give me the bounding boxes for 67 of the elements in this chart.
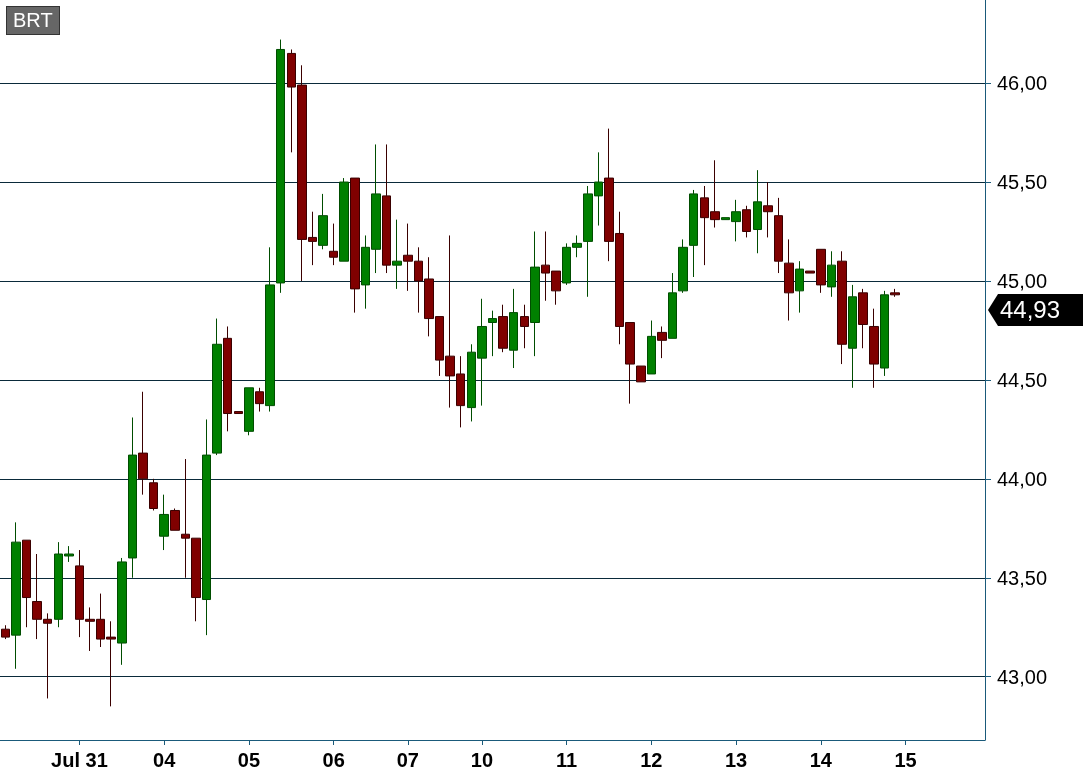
y-tick-label: 44,50 bbox=[997, 368, 1048, 391]
candlestick bbox=[22, 539, 31, 628]
candlestick bbox=[117, 557, 127, 666]
candlestick bbox=[149, 478, 158, 511]
candlestick bbox=[774, 197, 783, 274]
candlestick bbox=[138, 391, 148, 496]
y-tick-label: 43,00 bbox=[997, 665, 1048, 688]
x-tick-label: 12 bbox=[640, 749, 663, 771]
x-tick-label: 11 bbox=[556, 749, 578, 771]
candlestick bbox=[520, 304, 529, 349]
candlestick bbox=[880, 290, 889, 377]
candlestick bbox=[382, 143, 391, 274]
candlestick bbox=[170, 508, 180, 531]
candlestick bbox=[689, 189, 698, 278]
candlestick bbox=[647, 320, 656, 375]
candlestick bbox=[234, 411, 243, 415]
candlestick bbox=[657, 325, 667, 359]
candlestick bbox=[498, 304, 508, 353]
candlestick bbox=[784, 238, 794, 322]
candlestick bbox=[858, 288, 868, 349]
candlestick bbox=[753, 169, 762, 254]
x-tick-label: 06 bbox=[322, 749, 345, 771]
x-tick-label: 15 bbox=[894, 749, 917, 771]
x-tick-label: 07 bbox=[396, 749, 419, 771]
x-tick-label: 14 bbox=[809, 749, 833, 771]
x-tick-label: 10 bbox=[470, 749, 494, 771]
candlestick bbox=[265, 246, 275, 413]
candlestick bbox=[276, 39, 285, 294]
x-tick-label: Jul 31 bbox=[51, 749, 108, 771]
candlestick bbox=[530, 231, 540, 357]
candlestick bbox=[795, 260, 804, 314]
candlestick bbox=[827, 250, 836, 298]
candlestick bbox=[392, 219, 402, 290]
x-tick-label: 13 bbox=[724, 749, 748, 771]
y-tick-label: 45,50 bbox=[997, 171, 1048, 194]
candlestick bbox=[128, 416, 137, 579]
text: 44,93 bbox=[1000, 296, 1061, 324]
candlestick bbox=[509, 288, 518, 369]
candlestick bbox=[159, 494, 169, 551]
candlestick bbox=[255, 387, 264, 413]
candlestick bbox=[742, 205, 751, 238]
candlestick bbox=[678, 238, 688, 294]
candlestick bbox=[11, 521, 21, 670]
candlestick bbox=[318, 193, 328, 250]
candlestick bbox=[837, 250, 847, 365]
y-tick-label: 43,50 bbox=[997, 566, 1048, 589]
candlestick bbox=[339, 177, 349, 262]
candlestick bbox=[763, 181, 773, 238]
candlestick bbox=[329, 223, 338, 266]
chart-title: BRT bbox=[6, 6, 60, 35]
candlestick bbox=[488, 310, 497, 357]
y-tick-label: 44,00 bbox=[997, 467, 1048, 490]
candlestick bbox=[848, 284, 857, 389]
x-tick-label: 05 bbox=[237, 749, 261, 771]
candlestick bbox=[244, 387, 254, 436]
candlestick bbox=[1, 624, 10, 640]
y-tick-label: 46,00 bbox=[997, 72, 1048, 95]
candlestick bbox=[869, 308, 879, 389]
candlestick bbox=[636, 365, 646, 383]
candlestick bbox=[350, 177, 360, 314]
candlestick bbox=[202, 418, 211, 636]
y-tick-label: 45,00 bbox=[997, 269, 1048, 292]
x-tick-label: 04 bbox=[153, 749, 177, 771]
candlestick bbox=[223, 325, 232, 432]
candlestick bbox=[212, 318, 222, 456]
candlestick bbox=[668, 272, 677, 339]
candlestick bbox=[890, 288, 900, 298]
